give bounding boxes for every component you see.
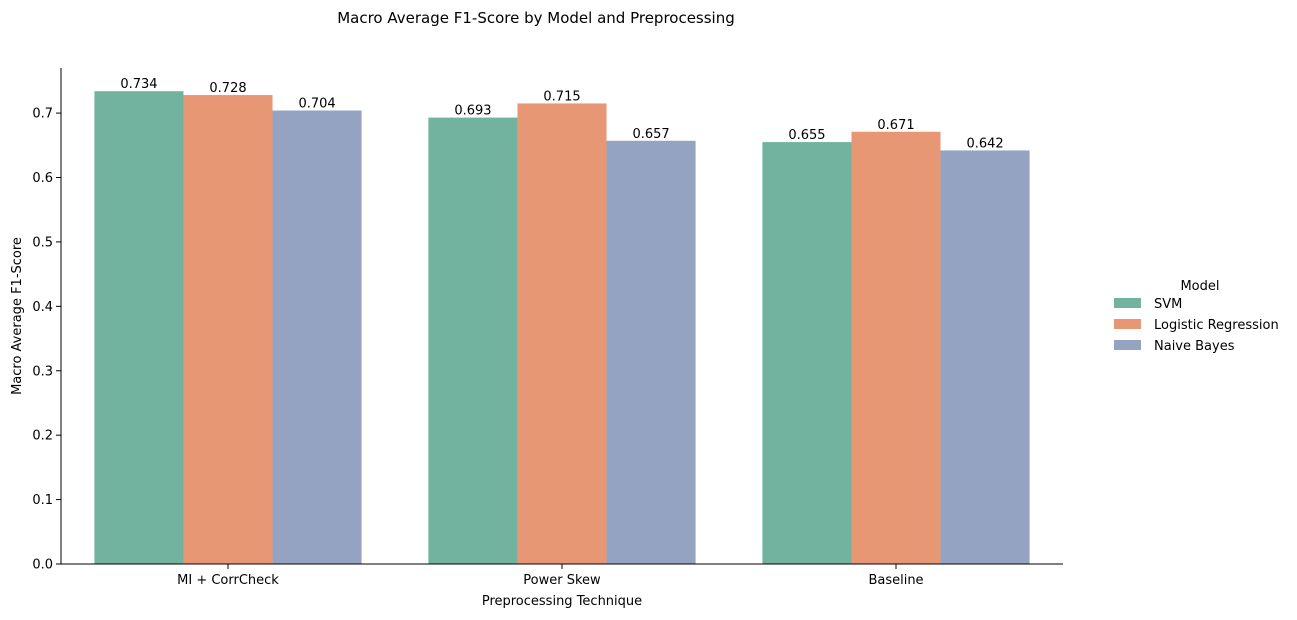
y-tick-label: 0.1 xyxy=(32,493,53,508)
bar xyxy=(94,91,184,565)
bars-layer xyxy=(94,91,1030,565)
y-ticks-layer: 0.0 0.1 0.2 0.3 0.4 0.5 0.6 0.7 xyxy=(32,107,61,573)
y-tick-label: 0.0 xyxy=(32,558,53,573)
y-tick-label: 0.3 xyxy=(32,364,53,379)
legend: Model SVM Logistic Regression Naive Bayes xyxy=(1114,279,1279,354)
legend-items: SVM Logistic Regression Naive Bayes xyxy=(1114,297,1279,354)
bar-value-label: 0.671 xyxy=(877,118,914,133)
bar-value-label: 0.704 xyxy=(298,97,335,112)
x-tick-label: Power Skew xyxy=(523,573,601,588)
bar xyxy=(606,140,696,564)
bar xyxy=(428,117,518,564)
bar xyxy=(940,150,1030,564)
bar-value-label: 0.655 xyxy=(788,128,825,143)
x-axis-label: Preprocessing Technique xyxy=(482,594,642,609)
bar xyxy=(517,103,607,564)
bar xyxy=(183,95,273,565)
chart-title: Macro Average F1-Score by Model and Prep… xyxy=(337,9,735,27)
bar-value-label: 0.642 xyxy=(966,136,1003,151)
legend-entry-label: SVM xyxy=(1154,297,1182,312)
x-ticks-layer: MI + CorrCheck Power Skew Baseline xyxy=(177,564,924,588)
bar-value-label: 0.734 xyxy=(120,77,157,92)
bar xyxy=(851,131,941,564)
bar-value-label: 0.693 xyxy=(454,104,491,119)
legend-swatch xyxy=(1114,340,1141,350)
legend-swatch xyxy=(1114,298,1141,308)
y-tick-label: 0.2 xyxy=(32,429,53,444)
bar xyxy=(762,142,852,564)
value-labels-layer: 0.734 0.693 0.655 0.728 0.715 0.671 0.704 0.657… xyxy=(120,77,1003,151)
legend-entry-label: Logistic Regression xyxy=(1154,318,1279,333)
y-tick-label: 0.6 xyxy=(32,171,53,186)
y-tick-label: 0.5 xyxy=(32,235,53,250)
x-tick-label: Baseline xyxy=(868,573,923,588)
y-tick-label: 0.4 xyxy=(32,300,53,315)
y-tick-label: 0.7 xyxy=(32,107,53,122)
bar-value-label: 0.728 xyxy=(209,81,246,96)
legend-title: Model xyxy=(1180,279,1219,294)
x-tick-label: MI + CorrCheck xyxy=(177,573,279,588)
y-axis-label: Macro Average F1-Score xyxy=(10,237,25,395)
legend-entry-label: Naive Bayes xyxy=(1154,339,1235,354)
bar-value-label: 0.715 xyxy=(543,89,580,104)
bar-value-label: 0.657 xyxy=(632,127,669,142)
legend-swatch xyxy=(1114,319,1141,329)
bar xyxy=(272,110,362,564)
